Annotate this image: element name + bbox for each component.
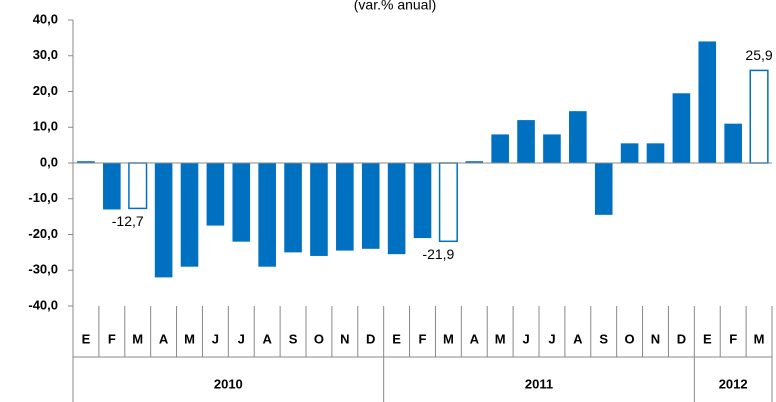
- x-tick-label: M: [184, 331, 195, 346]
- y-tick-label: 30,0: [33, 47, 58, 62]
- x-tick-label: E: [392, 331, 401, 346]
- y-tick-label: -40,0: [28, 297, 58, 312]
- x-tick-label: N: [340, 331, 349, 346]
- x-tick-label: J: [238, 331, 245, 346]
- x-tick-label: D: [366, 331, 375, 346]
- x-tick-label: J: [548, 331, 555, 346]
- year-label: 2012: [719, 376, 748, 391]
- bar: [594, 163, 613, 215]
- y-tick-label: 40,0: [33, 11, 58, 26]
- bar: [569, 111, 587, 163]
- x-tick-label: J: [522, 331, 529, 346]
- x-tick-label: F: [729, 331, 737, 346]
- bar: [724, 123, 742, 163]
- y-tick-label: -20,0: [28, 226, 58, 241]
- x-tick-label: M: [495, 331, 506, 346]
- x-tick-label: M: [754, 331, 765, 346]
- bar: [128, 162, 148, 210]
- year-label: 2010: [214, 376, 243, 391]
- bar: [154, 163, 173, 278]
- x-tick-label: N: [651, 331, 660, 346]
- bar: [438, 162, 458, 243]
- bar: [387, 163, 406, 255]
- x-tick-label: F: [419, 331, 427, 346]
- x-tick-label: M: [132, 331, 143, 346]
- bar: [465, 161, 484, 163]
- y-tick-label: 10,0: [33, 119, 58, 134]
- x-tick-label: M: [443, 331, 454, 346]
- x-tick-label: A: [262, 331, 272, 346]
- bar: [180, 163, 199, 267]
- value-label: -12,7: [112, 213, 144, 229]
- bar: [646, 143, 665, 163]
- x-tick-label: F: [108, 331, 116, 346]
- x-tick-label: A: [159, 331, 169, 346]
- year-label: 2011: [525, 376, 553, 391]
- bar: [206, 163, 225, 226]
- bar: [310, 163, 328, 256]
- x-tick-label: O: [625, 331, 635, 346]
- x-tick-label: E: [82, 331, 91, 346]
- x-tick-label: J: [212, 331, 219, 346]
- bar: [543, 134, 561, 163]
- x-tick-label: D: [677, 331, 686, 346]
- value-label: 25,9: [745, 47, 772, 63]
- x-tick-label: A: [573, 331, 583, 346]
- y-tick-label: -10,0: [28, 190, 58, 205]
- y-tick-label: 20,0: [33, 83, 58, 98]
- bar: [258, 163, 276, 267]
- bar: [103, 163, 121, 210]
- bar: [517, 120, 535, 163]
- y-tick-label: -30,0: [28, 262, 58, 277]
- x-tick-label: S: [599, 331, 608, 346]
- x-tick-label: O: [314, 331, 324, 346]
- bar: [413, 163, 432, 239]
- x-tick-label: E: [703, 331, 712, 346]
- bar: [232, 163, 251, 242]
- bar: [284, 163, 302, 253]
- value-label: -21,9: [422, 246, 454, 262]
- bar: [361, 163, 380, 249]
- bar: [336, 163, 354, 251]
- bar: [698, 41, 717, 164]
- bar: [749, 69, 769, 164]
- y-tick-label: 0,0: [40, 154, 58, 169]
- x-tick-label: S: [289, 331, 298, 346]
- bar: [77, 161, 95, 163]
- bar: [620, 143, 639, 163]
- bar: [672, 93, 691, 163]
- x-tick-label: A: [470, 331, 480, 346]
- bar: [491, 134, 509, 163]
- chart-subtitle: (var.% anual): [354, 0, 436, 13]
